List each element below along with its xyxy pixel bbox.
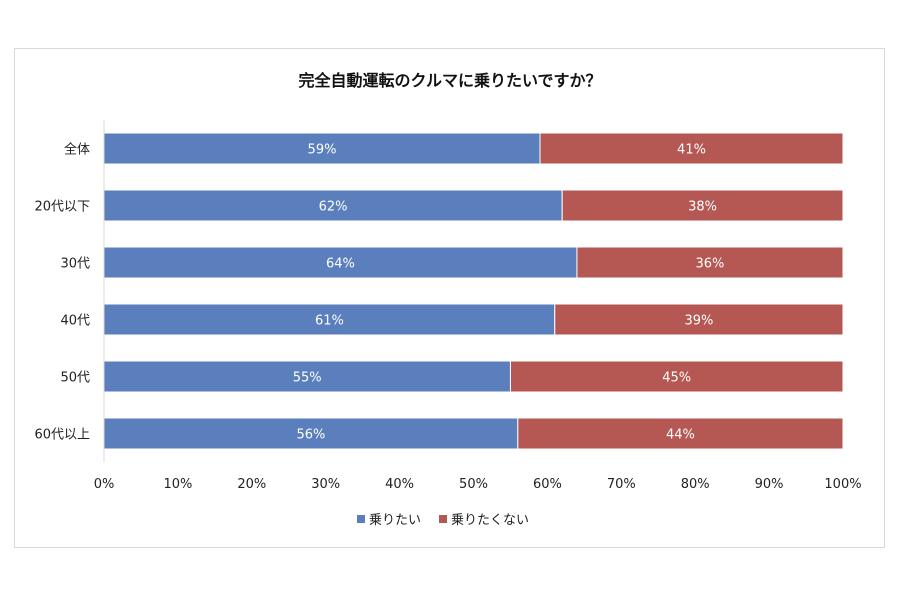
x-tick-label: 80% bbox=[681, 477, 710, 492]
bar-yes bbox=[103, 303, 556, 336]
legend-swatch bbox=[439, 515, 448, 523]
bar-yes bbox=[103, 246, 578, 279]
bar-no bbox=[539, 132, 844, 165]
x-tick-label: 90% bbox=[755, 477, 784, 492]
data-label: 39% bbox=[684, 314, 713, 329]
chart-frame bbox=[14, 48, 885, 548]
category-label: 全体 bbox=[64, 142, 90, 158]
bar-yes bbox=[103, 189, 563, 222]
chart-title: 完全自動運転のクルマに乗りたいですか？ bbox=[298, 71, 601, 90]
bar-no bbox=[561, 189, 844, 222]
data-label: 38% bbox=[688, 200, 717, 215]
data-label: 56% bbox=[296, 428, 325, 443]
category-label: 60代以上 bbox=[34, 428, 90, 443]
bar-no bbox=[576, 246, 844, 279]
data-label: 59% bbox=[308, 143, 337, 158]
legend-swatch bbox=[357, 515, 365, 523]
legend-label: 乗りたくない bbox=[451, 513, 529, 528]
category-label: 30代 bbox=[60, 257, 90, 272]
x-tick-label: 30% bbox=[311, 477, 340, 492]
data-label: 41% bbox=[677, 143, 706, 158]
bar-no bbox=[554, 303, 844, 336]
category-label: 40代 bbox=[60, 314, 90, 329]
x-tick-label: 10% bbox=[163, 477, 192, 492]
bar-no bbox=[509, 360, 844, 393]
category-label: 20代以下 bbox=[34, 200, 90, 215]
x-tick-label: 40% bbox=[385, 477, 414, 492]
data-label: 64% bbox=[326, 257, 355, 272]
data-label: 36% bbox=[696, 257, 725, 272]
data-label: 55% bbox=[293, 371, 322, 386]
x-tick-label: 50% bbox=[459, 477, 488, 492]
x-tick-label: 0% bbox=[94, 477, 115, 492]
data-label: 45% bbox=[662, 371, 691, 386]
bar-yes bbox=[103, 132, 541, 165]
legend-label: 乗りたい bbox=[369, 513, 421, 528]
bar-no bbox=[517, 417, 844, 450]
x-tick-label: 100% bbox=[824, 477, 861, 492]
x-tick-label: 60% bbox=[533, 477, 562, 492]
data-label: 62% bbox=[319, 200, 348, 215]
category-label: 50代 bbox=[60, 371, 90, 386]
x-tick-label: 20% bbox=[237, 477, 266, 492]
x-tick-label: 70% bbox=[607, 477, 636, 492]
data-label: 44% bbox=[666, 428, 695, 443]
data-label: 61% bbox=[315, 314, 344, 329]
